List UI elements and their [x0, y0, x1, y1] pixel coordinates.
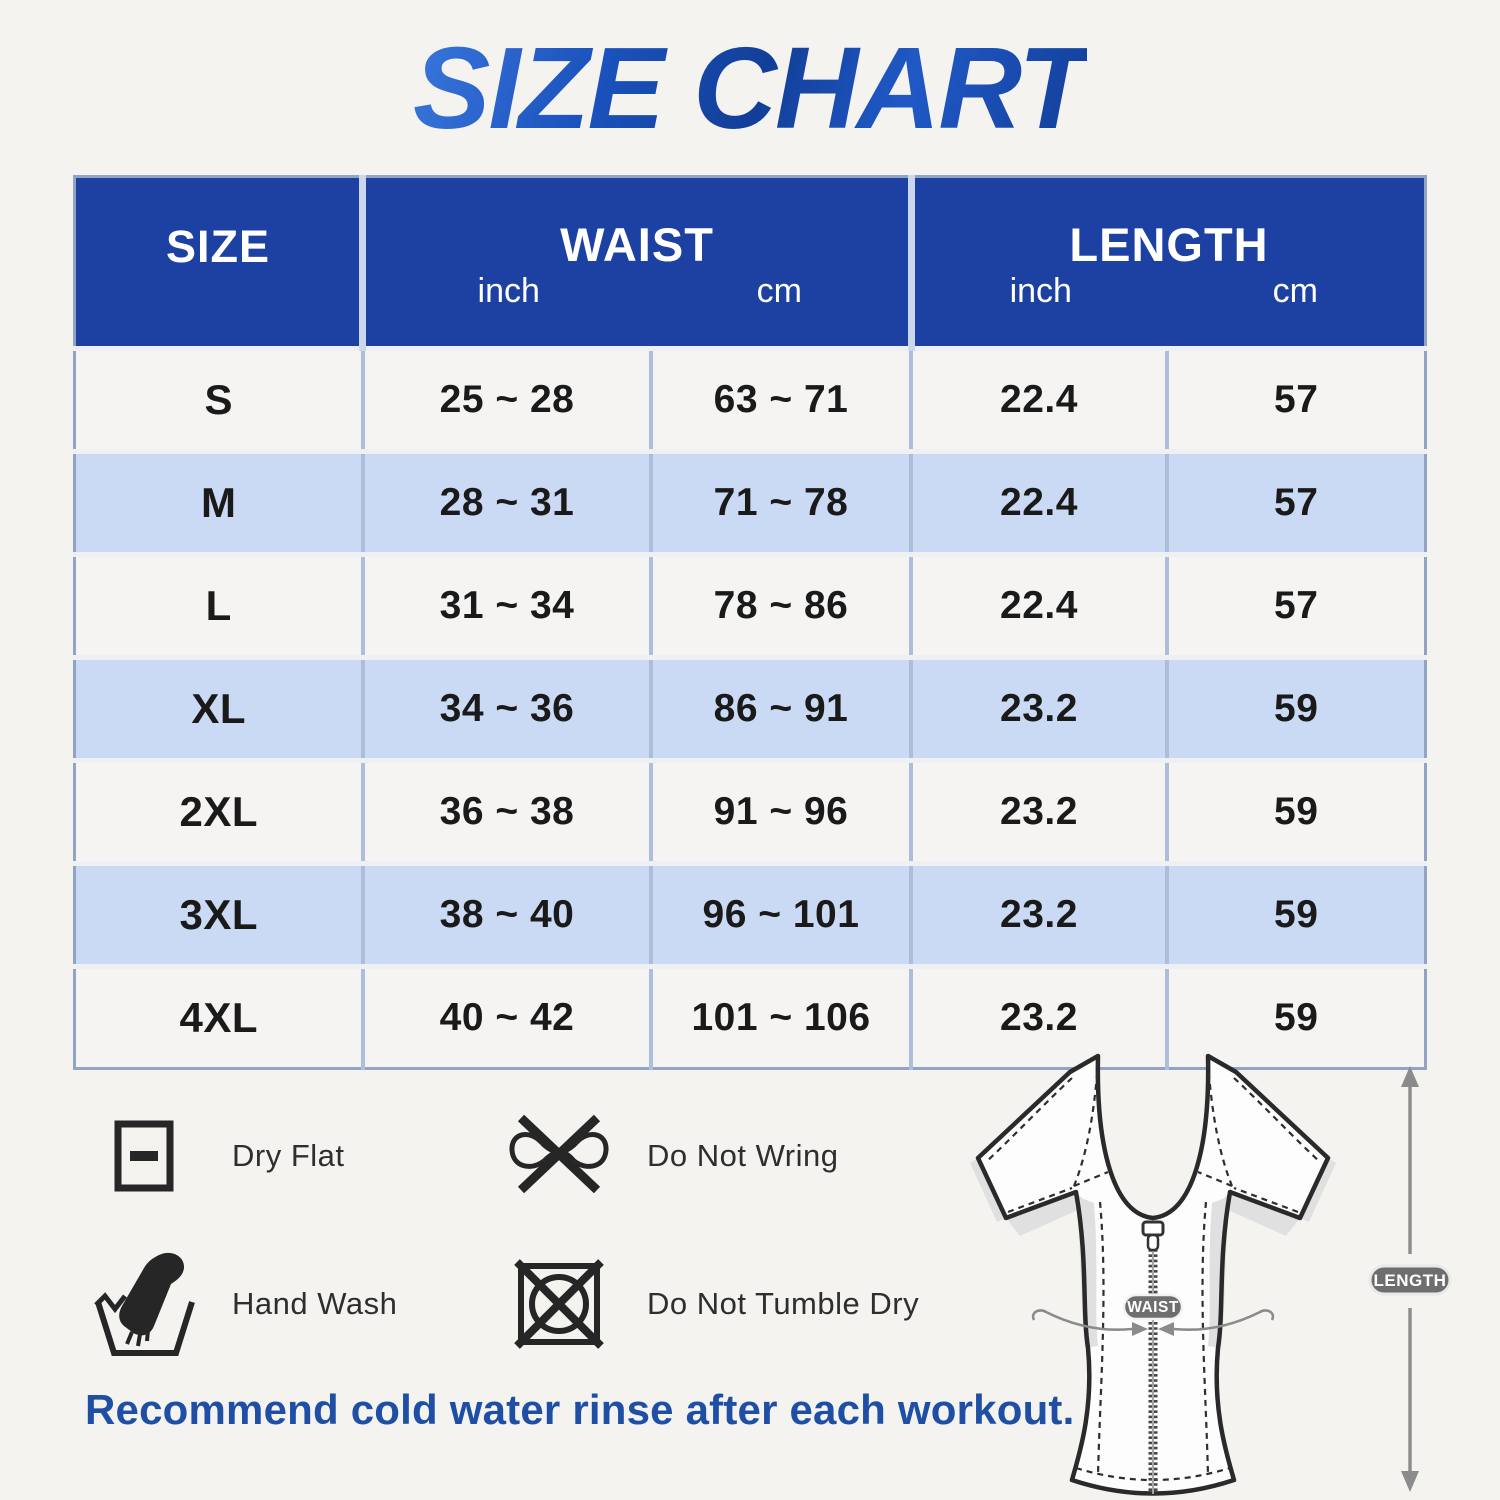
waist-cm-cell: 101 ~ 106: [648, 964, 911, 1069]
size-cell: XL: [74, 655, 363, 761]
length-cm-cell: 57: [1165, 552, 1425, 658]
waist-inch-cell: 31 ~ 34: [360, 552, 651, 658]
size-table-header: SIZE WAIST LENGTH inch cm inch cm: [74, 176, 1425, 349]
garment-illustration-svg: WAIST LENGTH: [970, 1053, 1452, 1496]
care-label: Hand Wash: [232, 1286, 398, 1321]
length-cm-cell: 59: [1165, 861, 1425, 967]
waist-cm-cell: 96 ~ 101: [648, 861, 911, 967]
size-cell: M: [74, 449, 363, 555]
size-cell: S: [74, 346, 363, 452]
garment-diagram: WAIST LENGTH: [948, 1046, 1468, 1500]
care-instructions: Dry Flat Do Not Wring: [88, 1100, 1063, 1360]
length-cm-cell: 59: [1165, 964, 1425, 1069]
length-inch-cell: 22.4: [909, 346, 1167, 452]
waist-cm-cell: 71 ~ 78: [648, 449, 911, 555]
table-row: L 31 ~ 34 78 ~ 86 22.4 57: [74, 552, 1425, 658]
garment-outline: [975, 1053, 1331, 1496]
waist-inch-cell: 34 ~ 36: [360, 655, 651, 761]
waist-inch-cell: 25 ~ 28: [360, 346, 651, 452]
size-cell: 4XL: [74, 964, 363, 1069]
page-title: SIZE CHART: [413, 22, 1089, 155]
waist-cm-cell: 86 ~ 91: [648, 655, 911, 761]
size-cell: 2XL: [74, 758, 363, 864]
zipper: [1141, 1220, 1165, 1494]
length-cm-cell: 57: [1165, 449, 1425, 555]
care-item-hand-wash: Hand Wash: [88, 1248, 503, 1360]
length-arrow: [1401, 1066, 1419, 1492]
size-cell: 3XL: [74, 861, 363, 967]
length-inch-cell: 23.2: [909, 861, 1167, 967]
column-header-waist: WAIST: [362, 176, 911, 273]
bottom-section: Dry Flat Do Not Wring: [0, 1040, 1500, 1500]
care-item-do-not-wring: Do Not Wring: [503, 1100, 1063, 1212]
column-header-size: SIZE: [74, 176, 367, 349]
length-cm-cell: 59: [1165, 655, 1425, 761]
waist-inch-cell: 36 ~ 38: [360, 758, 651, 864]
waist-label-pill: WAIST: [1122, 1293, 1184, 1321]
length-inch-cell: 22.4: [909, 552, 1167, 658]
waist-inch-cell: 28 ~ 31: [360, 449, 651, 555]
length-cm-cell: 59: [1165, 758, 1425, 864]
waist-cm-cell: 78 ~ 86: [648, 552, 911, 658]
unit-label-length-cm: cm: [1167, 272, 1425, 349]
hand-wash-icon: [88, 1249, 200, 1359]
size-cell: L: [74, 552, 363, 658]
garment-seams: [985, 1061, 1321, 1482]
waist-label: WAIST: [1127, 1299, 1179, 1316]
care-item-do-not-tumble-dry: Do Not Tumble Dry: [503, 1248, 1063, 1360]
table-row: XL 34 ~ 36 86 ~ 91 23.2 59: [74, 655, 1425, 761]
waist-arrows: [1031, 1309, 1275, 1336]
length-cm-cell: 57: [1165, 346, 1425, 452]
title-area: SIZE CHART: [0, 0, 1500, 155]
care-label: Do Not Tumble Dry: [647, 1286, 920, 1321]
unit-label-waist-cm: cm: [650, 272, 911, 349]
table-row: M 28 ~ 31 71 ~ 78 22.4 57: [74, 449, 1425, 555]
table-row: 4XL 40 ~ 42 101 ~ 106 23.2 59: [74, 964, 1425, 1069]
length-inch-cell: 23.2: [909, 655, 1167, 761]
waist-cm-cell: 91 ~ 96: [648, 758, 911, 864]
do-not-tumble-dry-icon: [503, 1253, 615, 1355]
dry-flat-icon: [88, 1119, 200, 1193]
table-row: 2XL 36 ~ 38 91 ~ 96 23.2 59: [74, 758, 1425, 864]
length-label: LENGTH: [1374, 1271, 1447, 1290]
length-label-pill: LENGTH: [1368, 1264, 1452, 1296]
waist-inch-cell: 40 ~ 42: [360, 964, 651, 1069]
length-inch-cell: 22.4: [909, 449, 1167, 555]
waist-inch-cell: 38 ~ 40: [360, 861, 651, 967]
table-row: 3XL 38 ~ 40 96 ~ 101 23.2 59: [74, 861, 1425, 967]
length-inch-cell: 23.2: [909, 964, 1167, 1069]
footer-note: Recommend cold water rinse after each wo…: [85, 1386, 1075, 1433]
care-label: Dry Flat: [232, 1138, 345, 1173]
waist-cm-cell: 63 ~ 71: [648, 346, 911, 452]
length-inch-cell: 23.2: [909, 758, 1167, 864]
column-header-length: LENGTH: [907, 176, 1425, 273]
unit-label-waist-inch: inch: [362, 272, 651, 349]
care-label: Do Not Wring: [647, 1138, 839, 1173]
size-table: SIZE WAIST LENGTH inch cm inch cm S 25 ~…: [73, 175, 1427, 1071]
care-item-dry-flat: Dry Flat: [88, 1100, 503, 1212]
table-row: S 25 ~ 28 63 ~ 71 22.4 57: [74, 346, 1425, 452]
do-not-wring-icon: [503, 1109, 615, 1203]
unit-label-length-inch: inch: [907, 272, 1167, 349]
